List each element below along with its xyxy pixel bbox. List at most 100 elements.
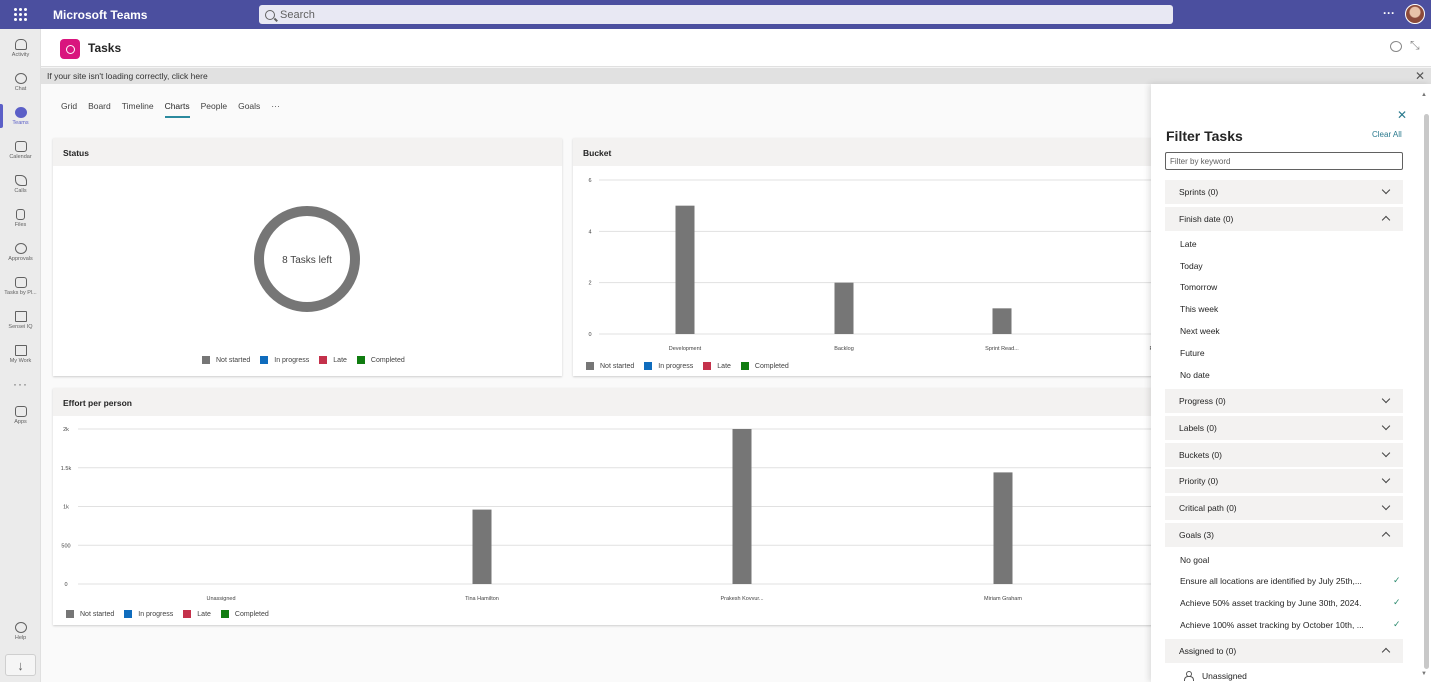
chevron-down-icon — [1381, 421, 1391, 431]
section-goals[interactable]: Goals (3) — [1165, 523, 1403, 547]
section-buckets[interactable]: Buckets (0) — [1165, 443, 1403, 467]
legend-label: Not started — [600, 362, 635, 370]
rail-item-help[interactable]: Help — [0, 615, 41, 647]
section-progress[interactable]: Progress (0) — [1165, 389, 1403, 413]
legend-item: In progress — [124, 610, 173, 618]
clear-all-button[interactable]: Clear All — [1372, 130, 1402, 139]
option-future[interactable]: Future — [1180, 348, 1205, 358]
y-tick-label: 2 — [588, 281, 591, 287]
rail-item-apps[interactable]: Apps — [0, 399, 41, 431]
notice-link[interactable]: If your site isn't loading correctly, cl… — [47, 71, 208, 81]
phone-icon — [14, 174, 27, 186]
tab-grid[interactable]: Grid — [61, 101, 78, 111]
download-button[interactable]: ↓ — [5, 654, 36, 676]
option-no-date[interactable]: No date — [1180, 370, 1210, 380]
option-unassigned[interactable]: Unassigned — [1202, 671, 1247, 681]
section-priority[interactable]: Priority (0) — [1165, 469, 1403, 493]
scrollbar-thumb[interactable] — [1424, 114, 1429, 669]
option-this-week[interactable]: This week — [1180, 304, 1219, 314]
rail-item-teams[interactable]: Teams — [0, 100, 41, 132]
rail-item-calendar[interactable]: Calendar — [0, 134, 41, 166]
filter-title: Filter Tasks — [1166, 128, 1243, 144]
bell-icon — [14, 38, 27, 50]
option-late[interactable]: Late — [1180, 239, 1197, 249]
section-label: Critical path (0) — [1179, 503, 1237, 513]
tab-charts[interactable]: Charts — [164, 101, 190, 118]
rail-label: Tasks by Pl... — [4, 289, 37, 296]
option-next-week[interactable]: Next week — [1180, 326, 1220, 336]
close-icon[interactable]: ✕ — [1397, 108, 1408, 122]
tab-goals[interactable]: Goals — [238, 101, 261, 111]
section-label: Labels (0) — [1179, 423, 1217, 433]
rail-item-tasks[interactable]: Tasks by Pl... — [0, 270, 41, 302]
rail-item-activity[interactable]: Activity — [0, 32, 41, 64]
rail-item-chat[interactable]: Chat — [0, 66, 41, 98]
legend-item: Late — [319, 356, 347, 364]
status-chart: 8 Tasks left — [254, 206, 360, 312]
tab-board[interactable]: Board — [88, 101, 111, 111]
avatar[interactable] — [1405, 4, 1425, 24]
option-today[interactable]: Today — [1180, 261, 1203, 271]
scroll-down-arrow[interactable]: ▼ — [1421, 671, 1427, 677]
rail-item-files[interactable]: Files — [0, 202, 41, 234]
option-goal[interactable]: Ensure all locations are identified by J… — [1180, 576, 1362, 586]
option-goal[interactable]: Achieve 50% asset tracking by June 30th,… — [1180, 598, 1362, 608]
chevron-up-icon — [1381, 531, 1391, 541]
section-finish-date[interactable]: Finish date (0) — [1165, 207, 1403, 231]
section-sprints[interactable]: Sprints (0) — [1165, 180, 1403, 204]
rail-label: Calendar — [9, 153, 32, 160]
option-tomorrow[interactable]: Tomorrow — [1180, 282, 1218, 292]
iq-icon — [14, 344, 27, 356]
bar-not-started — [992, 308, 1012, 334]
scroll-up-arrow[interactable]: ▲ — [1421, 92, 1427, 98]
settings-more-button[interactable]: ··· — [1383, 6, 1395, 20]
rail-label: Activity — [11, 51, 30, 58]
section-label: Sprints (0) — [1179, 187, 1219, 197]
effort-legend: Not started In progress Late Completed — [66, 610, 279, 618]
effort-chart: 0 500 1k 1.5k 2k Unassigned Tina Hamilton Prake… — [61, 427, 1193, 602]
rail-item-approvals[interactable]: Approvals — [0, 236, 41, 268]
collapse-icon[interactable]: ⤡ — [1410, 38, 1420, 52]
section-critical-path[interactable]: Critical path (0) — [1165, 496, 1403, 520]
donut-ring-not-started — [254, 206, 360, 312]
option-goal[interactable]: Achieve 100% asset tracking by October 1… — [1180, 620, 1364, 630]
chevron-down-icon — [1381, 474, 1391, 484]
search-icon — [265, 9, 275, 20]
section-labels[interactable]: Labels (0) — [1165, 416, 1403, 440]
y-tick-label: 1.5k — [61, 466, 72, 472]
more-apps-button[interactable]: ··· — [13, 377, 28, 391]
option-no-goal[interactable]: No goal — [1180, 555, 1210, 565]
keyword-filter-input[interactable] — [1165, 152, 1403, 170]
x-tick-label: Tina Hamilton — [465, 596, 499, 602]
close-icon[interactable]: ✕ — [1414, 69, 1425, 83]
channel-header: Tasks ⤡ — [41, 29, 1431, 67]
rail-item-sensei-iq[interactable]: Sensei IQ — [0, 304, 41, 336]
app-rail: Activity Chat Teams Calendar Calls Files… — [0, 29, 41, 682]
search-placeholder: Search — [280, 8, 315, 21]
rail-item-my-work[interactable]: My Work — [0, 338, 41, 370]
rail-label: Teams — [12, 119, 29, 126]
help-icon — [14, 621, 27, 633]
section-assigned-to[interactable]: Assigned to (0) — [1165, 639, 1403, 663]
tasks-app-icon — [60, 39, 80, 59]
app-title: Microsoft Teams — [53, 7, 148, 22]
legend-label: Late — [197, 610, 211, 618]
bar-not-started — [472, 509, 492, 584]
more-tabs-button[interactable]: ··· — [271, 101, 280, 111]
y-tick-label: 4 — [588, 229, 591, 235]
notice-bar: If your site isn't loading correctly, cl… — [41, 68, 1431, 84]
legend-item: Completed — [220, 610, 269, 618]
chevron-up-icon — [1381, 215, 1391, 225]
tab-people[interactable]: People — [200, 101, 228, 111]
approvals-icon — [14, 242, 27, 254]
rail-label: Calls — [14, 187, 27, 194]
search-box[interactable]: Search — [259, 5, 1173, 24]
tab-timeline[interactable]: Timeline — [121, 101, 154, 111]
chevron-up-icon — [1381, 647, 1391, 657]
section-label: Assigned to (0) — [1179, 646, 1237, 656]
section-label: Priority (0) — [1179, 476, 1219, 486]
app-launcher-button[interactable] — [0, 0, 41, 29]
chat-icon[interactable] — [1390, 41, 1402, 52]
rail-item-calls[interactable]: Calls — [0, 168, 41, 200]
